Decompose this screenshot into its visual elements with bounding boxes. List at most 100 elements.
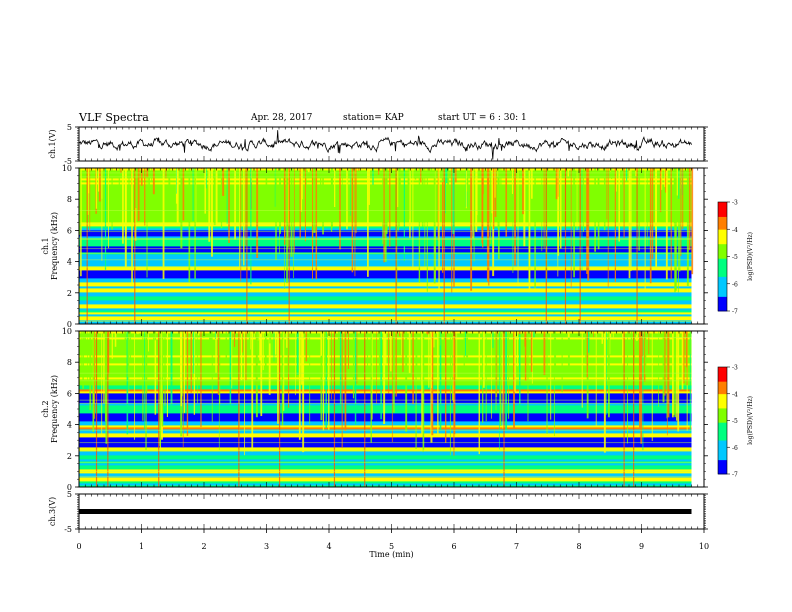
impulse-streak [534, 168, 536, 289]
impulse-streak [256, 168, 259, 259]
colorbar-cell [718, 274, 727, 277]
colorbar-cell [718, 285, 727, 288]
colorbar-cell [718, 408, 727, 411]
impulse-streak [586, 331, 588, 378]
impulse-streak [349, 168, 351, 216]
impulse-streak [445, 168, 446, 214]
y-tick-label: 10 [62, 164, 72, 173]
sferic-line [134, 168, 136, 324]
colorbar-cell [718, 287, 727, 290]
impulse-streak [414, 168, 417, 180]
impulse-streak [283, 168, 285, 217]
spectrum-row [79, 276, 692, 279]
impulse-streak [294, 168, 295, 254]
impulse-streak [215, 168, 218, 226]
impulse-streak [648, 331, 650, 355]
tone-line [79, 442, 692, 444]
impulse-streak [302, 168, 304, 200]
impulse-streak [378, 331, 381, 372]
spectrum-row [79, 441, 692, 444]
impulse-streak [587, 168, 590, 281]
impulse-streak [197, 331, 200, 336]
impulse-streak [659, 168, 662, 213]
impulse-streak [248, 331, 251, 352]
spectrum-row [79, 379, 692, 382]
impulse-streak [265, 168, 268, 216]
impulse-streak [148, 168, 150, 210]
impulse-streak [200, 331, 202, 428]
colorbar-cell [718, 413, 727, 416]
spectrum-row [79, 296, 692, 299]
impulse-streak [453, 331, 455, 456]
colorbar-cell [718, 249, 727, 252]
impulse-streak [142, 331, 144, 421]
impulse-streak [398, 168, 401, 211]
colorbar-cell [718, 205, 727, 208]
impulse-streak [275, 168, 277, 260]
impulse-streak [638, 168, 640, 251]
spectrum-row [79, 320, 692, 323]
impulse-streak [389, 168, 391, 247]
impulse-streak [231, 331, 233, 339]
impulse-streak [200, 168, 203, 170]
impulse-streak [154, 331, 156, 341]
spectrum-row [79, 435, 692, 438]
impulse-streak [606, 168, 608, 220]
impulse-streak [240, 331, 243, 381]
colorbar-cell [718, 457, 727, 461]
spectrum-row [79, 272, 692, 275]
impulse-streak [426, 168, 428, 292]
impulse-streak [245, 168, 246, 246]
spectrum-row [79, 316, 692, 319]
impulse-streak [372, 168, 374, 185]
impulse-streak [293, 168, 295, 279]
colorbar-cell [718, 289, 727, 292]
colorbar-cell [718, 440, 727, 443]
impulse-streak [412, 168, 414, 271]
colorbar-cell [718, 231, 727, 234]
spectrum-row [79, 477, 692, 480]
impulse-streak [609, 331, 611, 355]
impulse-streak [281, 331, 284, 426]
spectrum-row [79, 407, 692, 410]
colorbar-cell [718, 383, 727, 386]
impulse-streak [627, 331, 628, 444]
x-tick-label: 1 [139, 542, 144, 551]
impulse-streak [183, 331, 185, 413]
impulse-streak [554, 331, 557, 370]
impulse-streak [691, 168, 694, 275]
spectrum-row [79, 375, 692, 378]
sferic-line [333, 331, 336, 487]
impulse-streak [301, 331, 303, 385]
impulse-streak [299, 168, 301, 238]
impulse-streak [567, 168, 569, 177]
impulse-streak [681, 331, 684, 390]
impulse-streak [401, 331, 402, 355]
impulse-streak [298, 331, 301, 440]
colorbar-cell [718, 384, 727, 388]
spectrum-row [79, 443, 692, 446]
y-tick-label: 2 [67, 452, 72, 461]
colorbar-cell [718, 292, 727, 296]
spectrum-row [79, 308, 692, 311]
colorbar-cell [718, 261, 727, 265]
spectrum-row [79, 290, 692, 293]
colorbar-cell [718, 234, 727, 237]
colorbar-cell [718, 441, 727, 445]
impulse-streak [277, 331, 279, 424]
tone-line [79, 223, 692, 225]
impulse-streak [255, 331, 258, 418]
impulse-streak [586, 168, 589, 274]
colorbar-cell [718, 390, 727, 393]
sferic-line [564, 168, 567, 324]
colorbar-cell [718, 391, 727, 395]
spectrum-row [79, 445, 692, 448]
impulse-streak [428, 331, 430, 388]
colorbar-cell [718, 260, 727, 263]
impulse-streak [570, 168, 572, 289]
colorbar-cell [718, 434, 727, 437]
impulse-streak [514, 168, 516, 266]
colorbar-cell [718, 425, 727, 429]
impulse-streak [347, 331, 349, 370]
impulse-streak [237, 168, 239, 176]
